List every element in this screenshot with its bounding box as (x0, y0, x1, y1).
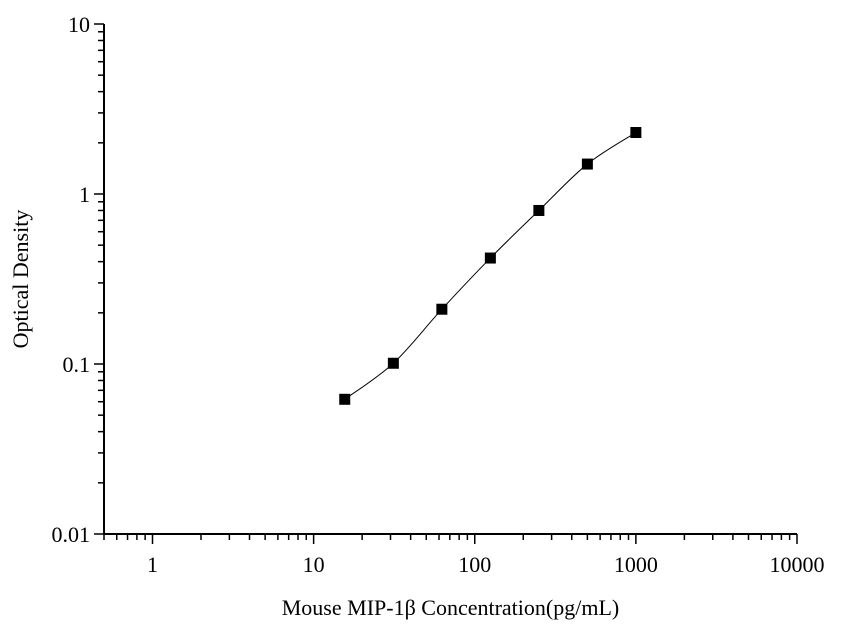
data-point (533, 204, 545, 216)
x-tick-label: 10 (303, 552, 325, 577)
data-point (630, 127, 642, 139)
data-points (339, 127, 642, 405)
x-tick-label: 10000 (770, 552, 825, 577)
x-axis-title: Mouse MIP-1β Concentration(pg/mL) (282, 595, 619, 620)
y-tick-label: 0.01 (52, 522, 91, 547)
y-tick-label: 1 (79, 182, 90, 207)
tick-labels: 1 10 100 1000 10000 0.01 0.1 1 10 (52, 12, 825, 577)
data-point (581, 158, 593, 170)
x-tick-label: 1 (147, 552, 158, 577)
axes (94, 23, 798, 544)
data-point (484, 252, 496, 264)
data-point (339, 393, 351, 405)
y-axis-title: Optical Density (8, 210, 33, 349)
data-point (387, 357, 399, 369)
y-tick-label: 10 (68, 12, 90, 37)
y-tick-label: 0.1 (63, 352, 91, 377)
x-tick-label: 100 (458, 552, 491, 577)
data-point (436, 303, 448, 315)
x-tick-label: 1000 (614, 552, 658, 577)
